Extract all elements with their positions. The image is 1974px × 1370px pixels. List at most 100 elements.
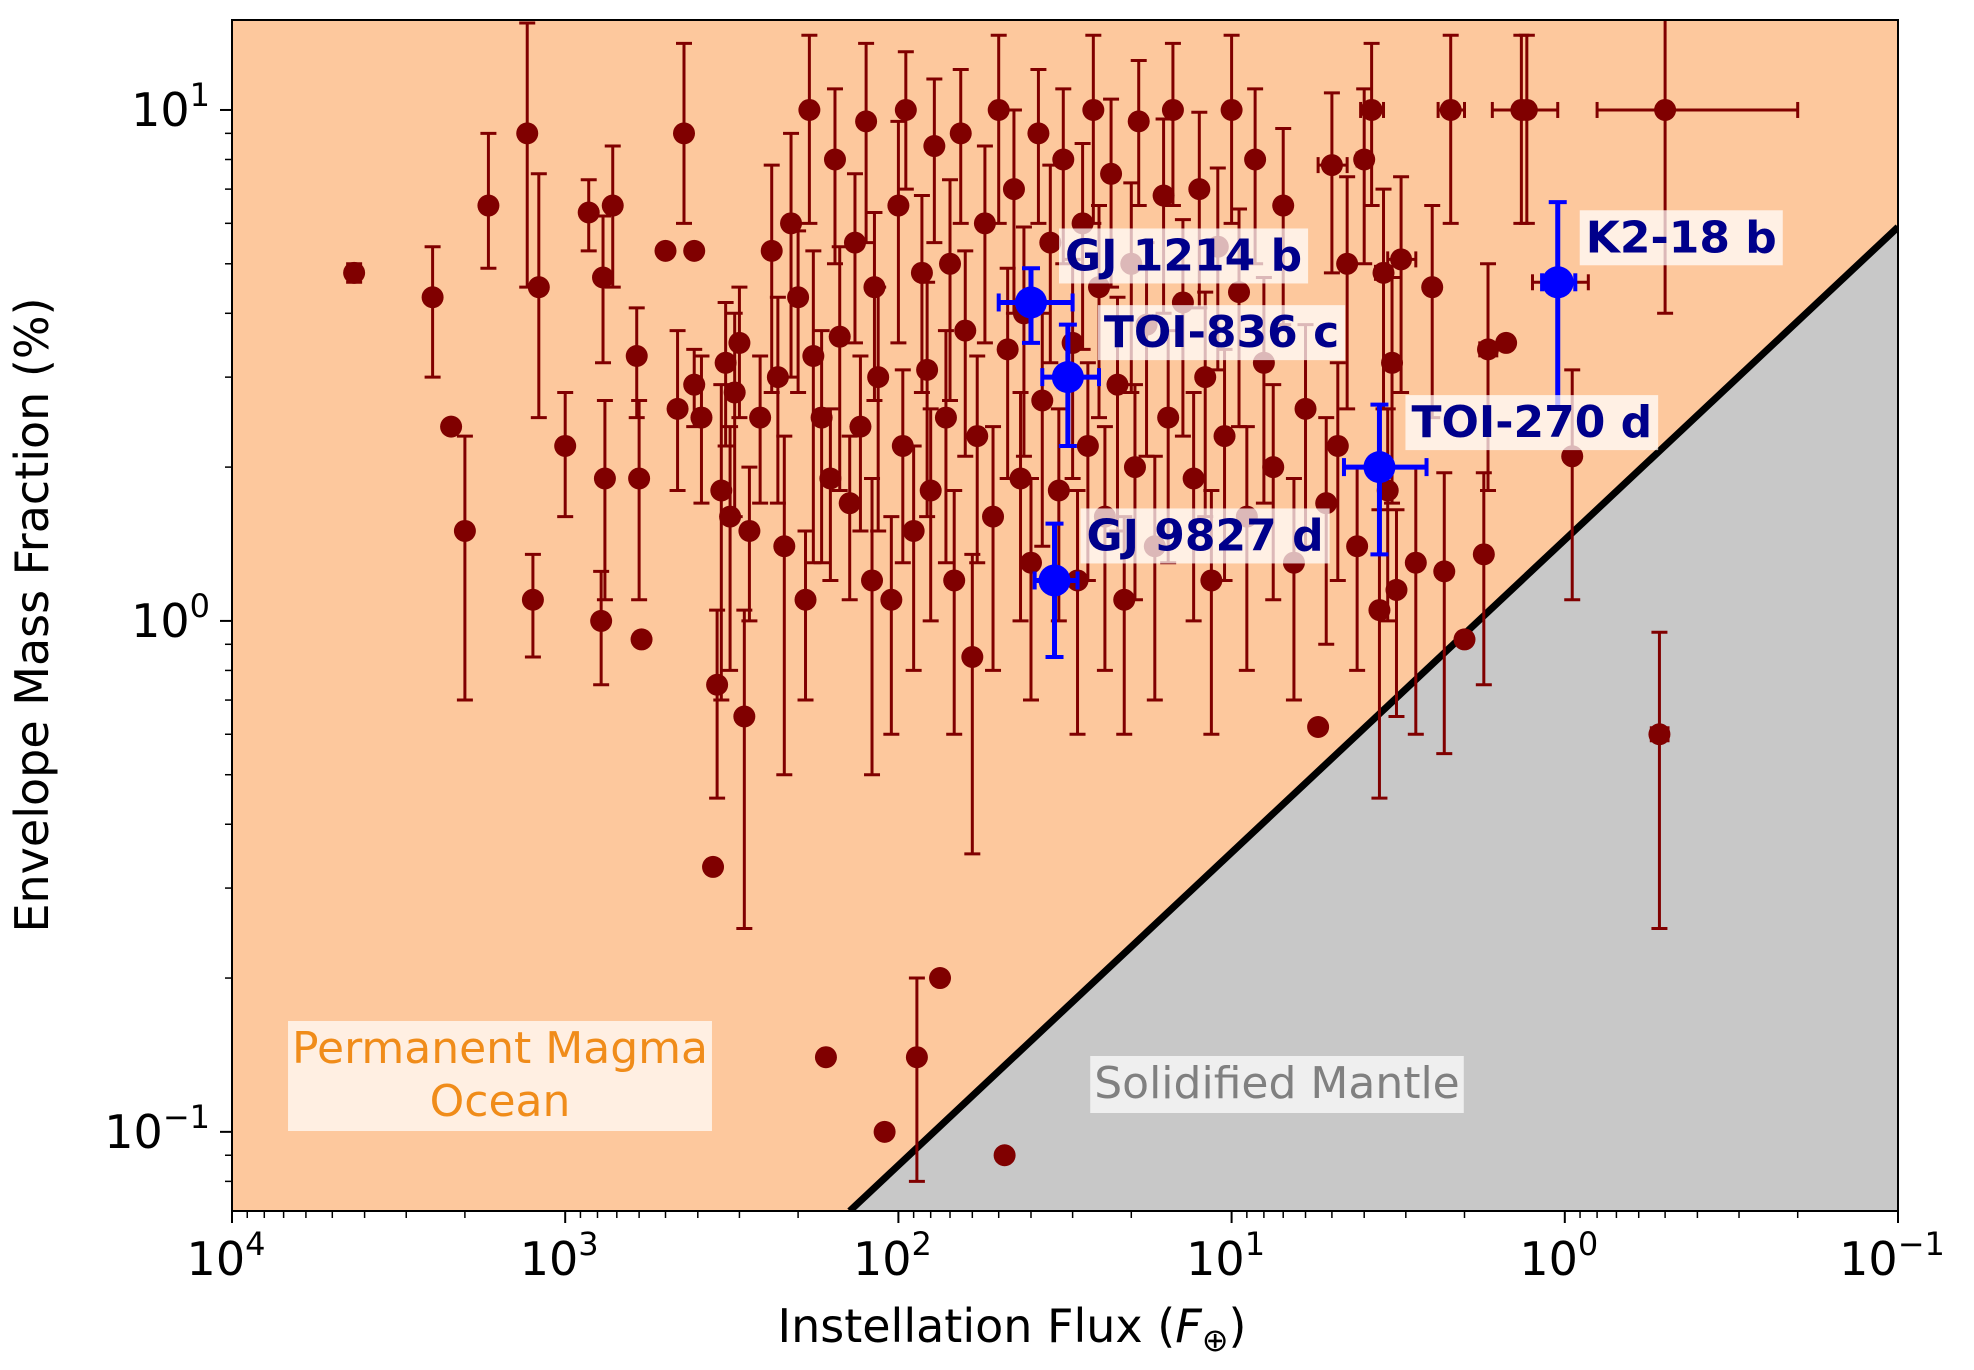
data-marker (1453, 628, 1476, 651)
highlight-point (1032, 521, 1080, 659)
data-point (843, 172, 866, 345)
data-marker (1307, 715, 1330, 738)
data-marker (592, 266, 615, 289)
data-marker (1353, 148, 1376, 171)
data-marker (1228, 281, 1251, 304)
data-marker (766, 366, 789, 389)
planet-label-background (1058, 228, 1309, 284)
data-marker (867, 366, 890, 389)
data-marker (798, 98, 821, 121)
data-marker (794, 588, 817, 611)
data-marker (1433, 560, 1456, 583)
data-marker (1648, 723, 1671, 746)
data-marker (934, 406, 957, 429)
data-marker (593, 467, 616, 490)
y-axis: 10−1 100 101 (104, 76, 232, 1183)
data-point (590, 569, 613, 687)
data-point (1027, 68, 1050, 225)
data-marker (1009, 467, 1032, 490)
data-point (343, 261, 366, 284)
data-point (749, 354, 772, 505)
magma-ocean-label: Permanent Magma Ocean (292, 1023, 708, 1127)
data-marker (982, 505, 1005, 528)
data-marker (1213, 425, 1236, 448)
data-point (1515, 33, 1538, 225)
solidified-mantle-label: Solidified Mantle (1094, 1058, 1460, 1109)
data-point (954, 249, 977, 458)
highlight-points (996, 200, 1578, 659)
data-point (993, 1144, 1016, 1167)
x-tick-label: 104 (187, 1225, 266, 1286)
data-point (710, 383, 733, 702)
data-marker (894, 98, 917, 121)
data-point (894, 50, 917, 191)
data-marker (1076, 434, 1099, 457)
data-marker (949, 122, 972, 145)
data-point (1477, 262, 1500, 492)
planet-label-background (1097, 305, 1346, 361)
magma-ocean-label-line: Ocean (430, 1076, 571, 1127)
data-marker (823, 148, 846, 171)
data-point (527, 172, 550, 420)
data-point (880, 515, 903, 736)
data-marker (1294, 397, 1317, 420)
data-point (690, 354, 713, 505)
data-marker (702, 855, 725, 878)
data-point (1123, 383, 1146, 602)
y-tick-label: 10−1 (104, 1098, 210, 1159)
data-point (1648, 630, 1671, 931)
data-point (760, 163, 783, 394)
x-axis-title-subscript: ⊕ (1202, 1321, 1229, 1359)
data-point (910, 194, 933, 394)
x-axis-title-symbol: F (1175, 1299, 1202, 1353)
data-marker (1385, 578, 1408, 601)
solidified-mantle-label-background (1090, 1056, 1464, 1113)
data-marker (1019, 551, 1042, 574)
data-marker (861, 569, 884, 592)
data-point (819, 407, 842, 582)
data-marker (1368, 599, 1391, 622)
data-marker (1113, 588, 1136, 611)
data-point (794, 529, 817, 702)
planet-label-background (1405, 395, 1659, 451)
data-marker (910, 261, 933, 284)
data-point (939, 178, 962, 403)
data-point (949, 68, 972, 225)
data-point (1433, 471, 1456, 756)
highlight-marker (1541, 266, 1574, 299)
data-point (923, 77, 946, 245)
data-marker (601, 194, 624, 217)
data-marker (1002, 178, 1025, 201)
highlight-point (1040, 322, 1102, 448)
data-point (814, 1046, 837, 1069)
data-marker (1346, 535, 1369, 558)
data-marker (773, 535, 796, 558)
data-marker (1052, 148, 1075, 171)
data-point (934, 329, 957, 565)
x-axis-title-main: Instellation Flux ( (778, 1299, 1176, 1353)
boundary-line (847, 224, 1898, 1211)
data-marker (527, 276, 550, 299)
data-point (780, 131, 803, 379)
data-marker (1157, 406, 1180, 429)
data-marker (749, 406, 772, 429)
data-marker (819, 467, 842, 490)
data-marker (421, 286, 444, 309)
y-tick-label: 101 (131, 76, 210, 137)
data-marker (1161, 98, 1184, 121)
data-marker (760, 239, 783, 262)
plot-frame (231, 19, 1899, 1212)
data-marker (961, 645, 984, 668)
data-marker (787, 286, 810, 309)
data-marker (943, 569, 966, 592)
data-point (810, 329, 833, 565)
data-marker (1272, 194, 1295, 217)
data-marker (1182, 467, 1205, 490)
data-point (654, 239, 677, 262)
data-point (1039, 163, 1062, 365)
data-marker (1194, 366, 1217, 389)
data-marker (1421, 276, 1444, 299)
data-marker (666, 397, 689, 420)
data-marker (440, 415, 463, 438)
